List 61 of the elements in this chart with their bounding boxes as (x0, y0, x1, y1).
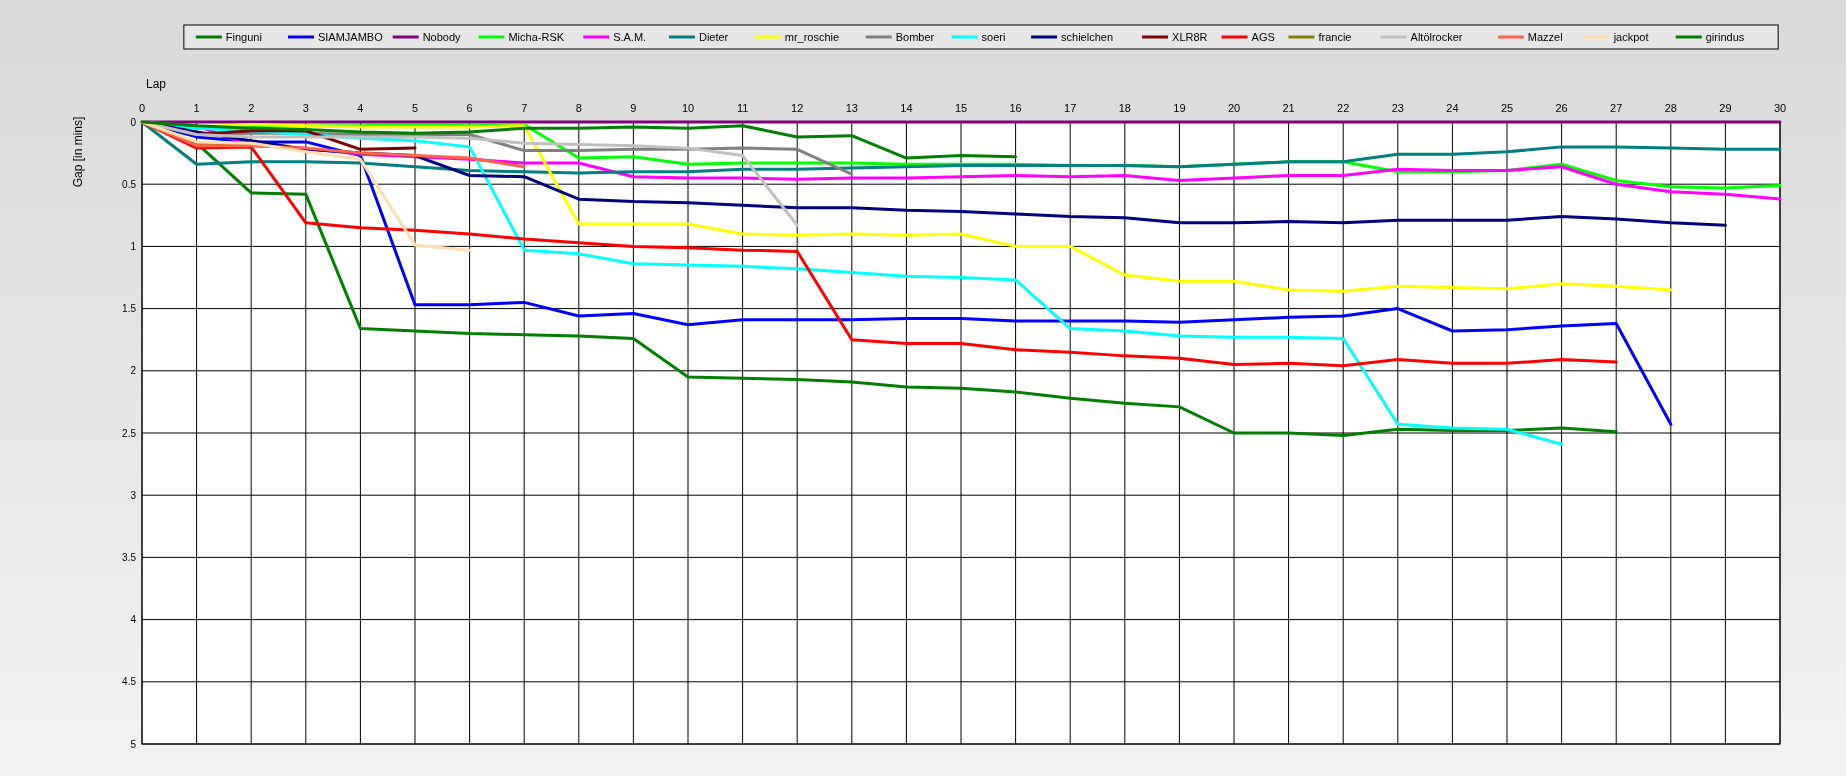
legend-label: S.A.M. (613, 31, 647, 43)
x-tick-label: 16 (1009, 102, 1022, 114)
legend-label: soeri (981, 31, 1006, 43)
y-tick-label: 3.5 (122, 551, 137, 563)
y-tick-label: 5 (130, 738, 137, 750)
legend-label: schielchen (1061, 31, 1114, 43)
x-tick-label: 13 (845, 102, 858, 114)
x-tick-label: 4 (357, 102, 364, 114)
x-tick-label: 19 (1173, 102, 1186, 114)
legend-label: Nobody (422, 31, 462, 43)
x-axis-title: Lap (146, 77, 167, 91)
x-tick-label: 1 (193, 102, 200, 114)
y-tick-label: 2.5 (122, 427, 137, 439)
x-tick-label: 7 (521, 102, 528, 114)
x-tick-label: 22 (1337, 102, 1350, 114)
x-tick-label: 28 (1664, 102, 1677, 114)
x-tick-label: 0 (138, 102, 146, 114)
y-axis-title: Gap [in mins] (71, 116, 85, 188)
y-tick-label: 3 (130, 489, 137, 501)
x-tick-label: 21 (1282, 102, 1295, 114)
y-tick-label: 2 (130, 365, 137, 377)
legend-label: Mazzel (1527, 31, 1563, 43)
legend-label: AGS (1251, 31, 1275, 43)
x-tick-label: 23 (1391, 102, 1404, 114)
x-tick-label: 27 (1610, 102, 1623, 114)
x-tick-label: 2 (248, 102, 255, 114)
x-tick-label: 30 (1773, 102, 1787, 114)
x-tick-label: 11 (736, 102, 749, 114)
legend-label: Bomber (895, 31, 935, 43)
y-tick-label: 0 (130, 116, 137, 128)
legend-label: girindus (1705, 31, 1745, 43)
x-tick-label: 8 (575, 102, 582, 114)
x-tick-label: 18 (1118, 102, 1131, 114)
legend-label: francie (1318, 31, 1352, 43)
y-tick-label: 4 (130, 614, 137, 626)
x-tick-label: 5 (411, 102, 419, 114)
x-tick-label: 12 (791, 102, 804, 114)
legend-label: SIAMJAMBO (317, 31, 384, 43)
x-tick-label: 25 (1500, 102, 1514, 114)
x-tick-label: 17 (1064, 102, 1077, 114)
y-tick-label: 1 (130, 240, 137, 252)
y-tick-label: 4.5 (122, 676, 137, 688)
y-tick-label: 0.5 (122, 178, 137, 190)
x-tick-label: 26 (1555, 102, 1568, 114)
legend-label: Altölrocker (1410, 31, 1463, 43)
legend-label: Dieter (698, 31, 729, 43)
y-tick-label: 1.5 (122, 303, 137, 315)
x-tick-label: 9 (630, 102, 637, 114)
x-tick-label: 20 (1227, 102, 1241, 114)
legend-label: mr_roschie (784, 31, 840, 43)
x-tick-label: 29 (1719, 102, 1732, 114)
x-tick-label: 10 (681, 102, 695, 114)
x-tick-label: 6 (466, 102, 473, 114)
x-tick-label: 24 (1446, 102, 1459, 114)
legend-label: Finguni (225, 31, 262, 43)
legend-label: XLR8R (1172, 31, 1208, 43)
legend-label: Micha-RSK (508, 31, 565, 43)
x-tick-label: 3 (302, 102, 309, 114)
legend-label: jackpot (1612, 31, 1649, 43)
x-tick-label: 15 (954, 102, 968, 114)
x-tick-label: 14 (900, 102, 913, 114)
